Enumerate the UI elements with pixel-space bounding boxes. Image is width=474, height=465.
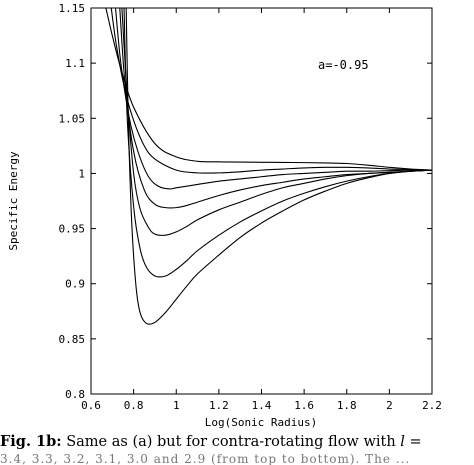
x-tick-label: 1.8 xyxy=(337,399,357,412)
y-tick-label: 0.85 xyxy=(59,333,86,346)
plot-frame xyxy=(90,7,433,395)
y-tick-label: 1.05 xyxy=(59,112,86,125)
series-line-2 xyxy=(110,7,433,174)
x-tick-label: 2 xyxy=(386,399,393,412)
x-tick-label: 0.8 xyxy=(124,399,144,412)
y-tick-label: 1.15 xyxy=(59,2,86,15)
x-tick-label: 1.6 xyxy=(294,399,314,412)
series-line-1 xyxy=(105,7,433,171)
x-tick-label: 1 xyxy=(173,399,180,412)
series-line-5 xyxy=(121,7,433,236)
y-tick-label: 0.8 xyxy=(65,388,85,401)
x-tick-label: 1.4 xyxy=(252,399,272,412)
caption-math: l = xyxy=(400,434,422,450)
caption-label: Fig. 1b: xyxy=(0,433,62,450)
series-line-7 xyxy=(125,7,433,325)
annotation: a=-0.95 xyxy=(318,58,369,72)
series-lines xyxy=(105,7,433,325)
tick-labels: 0.6 0.8 1 1.2 1.4 1.6 1.8 2 2.20.80.850.90.9511.… xyxy=(59,2,442,412)
series-line-4 xyxy=(119,7,433,209)
x-tick-label: 0.6 xyxy=(81,399,101,412)
series-line-3 xyxy=(114,7,433,190)
series-line-6 xyxy=(123,7,433,278)
x-axis-title: Log(Sonic Radius) xyxy=(205,416,318,429)
x-tick-label: 1.2 xyxy=(209,399,229,412)
caption-text: Same as (a) but for contra-rotating flow… xyxy=(61,434,401,450)
figure-caption: Fig. 1b: Same as (a) but for contra-rota… xyxy=(0,433,474,465)
y-tick-label: 1 xyxy=(78,167,85,180)
y-tick-label: 1.1 xyxy=(65,57,85,70)
y-tick-label: 0.9 xyxy=(65,278,85,291)
y-axis-title: Specific Energy xyxy=(7,151,20,251)
x-tick-label: 2.2 xyxy=(422,399,442,412)
chart: 0.6 0.8 1 1.2 1.4 1.6 1.8 2 2.20.80.850.90.9511.… xyxy=(7,2,442,429)
caption-line2: 3.4, 3.3, 3.2, 3.1, 3.0 and 2.9 (from to… xyxy=(0,452,411,465)
axis-ticks xyxy=(90,7,433,395)
y-tick-label: 0.95 xyxy=(59,223,86,236)
